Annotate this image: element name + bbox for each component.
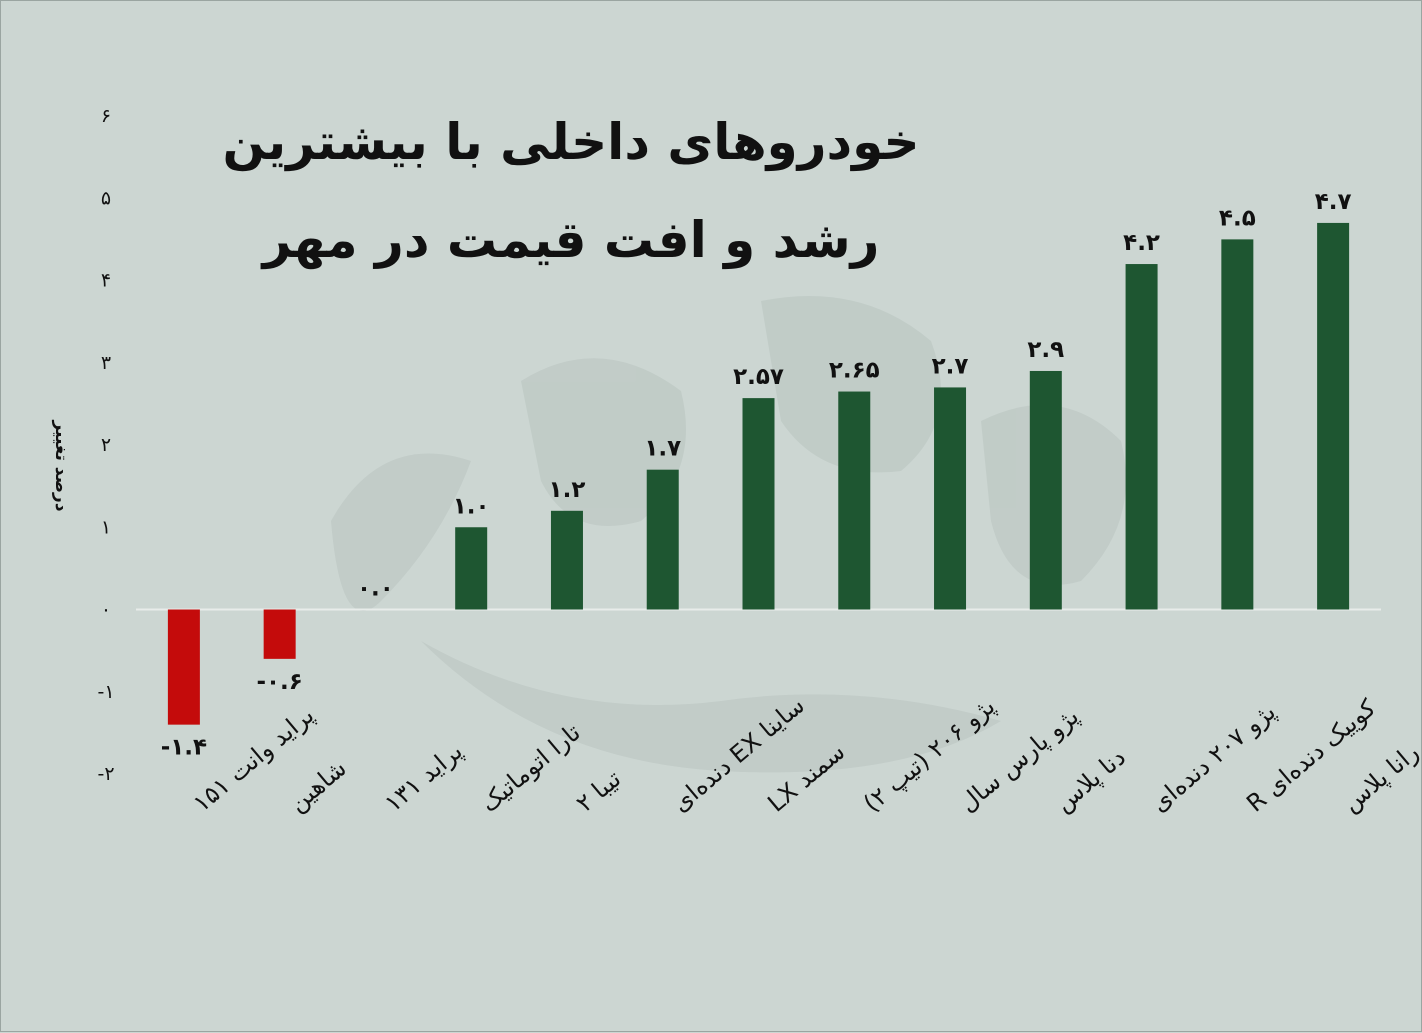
- y-tick-label: -۱: [97, 681, 114, 703]
- y-tick-label: ۶: [101, 105, 111, 127]
- y-tick-label: ۴: [101, 270, 111, 292]
- category-label: پراید ۱۳۱: [379, 737, 468, 818]
- bar: [1317, 222, 1350, 610]
- y-tick-label: ۱: [101, 516, 111, 538]
- bar-value-label: ۴.۲: [1123, 230, 1160, 256]
- bar-value-label: ۱.۷: [644, 436, 681, 462]
- bar-value-label: ۲.۶۵: [829, 358, 880, 384]
- bar: [934, 387, 967, 610]
- category-label: دنا پلاس: [1050, 743, 1131, 818]
- bar-value-label: ۲.۹: [1027, 337, 1064, 363]
- y-tick-label: ۰: [101, 599, 111, 621]
- y-tick-label: ۵: [101, 187, 111, 209]
- y-axis-label: درصد تغییر: [51, 420, 71, 512]
- bar-value-label: ۴.۵: [1219, 205, 1256, 231]
- y-tick-label: ۲: [101, 434, 111, 456]
- bar: [167, 609, 200, 725]
- category-label: تیبا ۲: [571, 765, 627, 818]
- bar: [742, 398, 775, 610]
- bar: [838, 391, 871, 610]
- bar-value-label: ۲.۷: [932, 353, 969, 379]
- bar: [1125, 264, 1158, 610]
- chart-title-line-2: رشد و افت قیمت در مهر: [262, 211, 880, 269]
- bar: [1029, 370, 1062, 610]
- watermark-logo: [331, 296, 1126, 773]
- bar-value-label: ۲.۵۷: [733, 364, 784, 390]
- y-tick-label: -۲: [97, 763, 114, 785]
- category-label: شاهین: [284, 754, 352, 818]
- bar: [455, 527, 488, 610]
- bar: [646, 469, 679, 610]
- bar-value-label: ۴.۷: [1315, 189, 1352, 215]
- category-label: تارا اتوماتیک: [475, 718, 586, 817]
- chart-title-line-1: خودروهای داخلی با بیشترین: [222, 113, 920, 171]
- bar: [550, 510, 583, 610]
- bar-value-label: ۱.۰: [453, 493, 490, 519]
- bar-value-label: ۱.۲: [549, 477, 586, 503]
- bar: [1221, 239, 1254, 610]
- bar-value-label: -۰.۶: [256, 669, 302, 695]
- category-label: رانا پلاس: [1337, 738, 1422, 817]
- y-tick-label: ۳: [101, 352, 111, 374]
- bar-value-label: -۱.۴: [161, 735, 207, 761]
- bar: [263, 609, 296, 659]
- bar-value-label: ۰.۰: [357, 576, 394, 602]
